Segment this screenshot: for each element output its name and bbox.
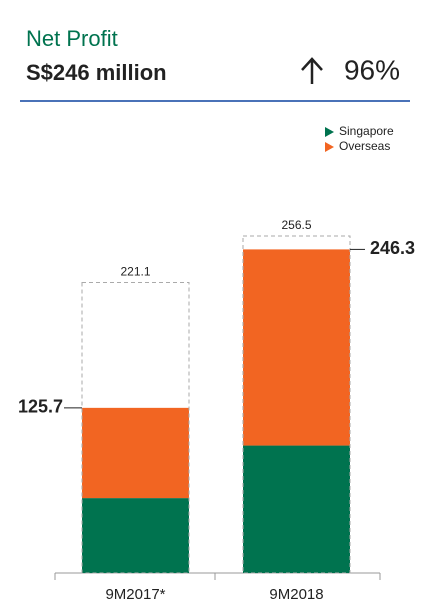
legend-swatch [325, 142, 334, 152]
bar-segment [82, 407, 189, 499]
chart-subtitle: S$246 million [26, 60, 167, 85]
bar-segment [82, 498, 189, 573]
x-tick-label: 9M2017* [105, 586, 165, 603]
x-tick-label: 9M2018 [269, 586, 323, 603]
bar-segment [243, 445, 350, 573]
up-arrow [301, 57, 323, 84]
dashed-total-label: 256.5 [281, 218, 311, 232]
change-label: 96% [344, 54, 400, 85]
legend-label: Overseas [339, 139, 390, 153]
dashed-total-box [81, 282, 190, 574]
total-label: 125.7 [18, 397, 63, 417]
chart-title: Net Profit [26, 26, 118, 51]
legend-label: Singapore [339, 124, 394, 138]
bar-segment [243, 249, 350, 446]
dashed-total-box [242, 235, 351, 574]
total-label: 246.3 [370, 238, 415, 258]
legend-swatch [325, 127, 334, 137]
dashed-total-label: 221.1 [120, 265, 150, 279]
